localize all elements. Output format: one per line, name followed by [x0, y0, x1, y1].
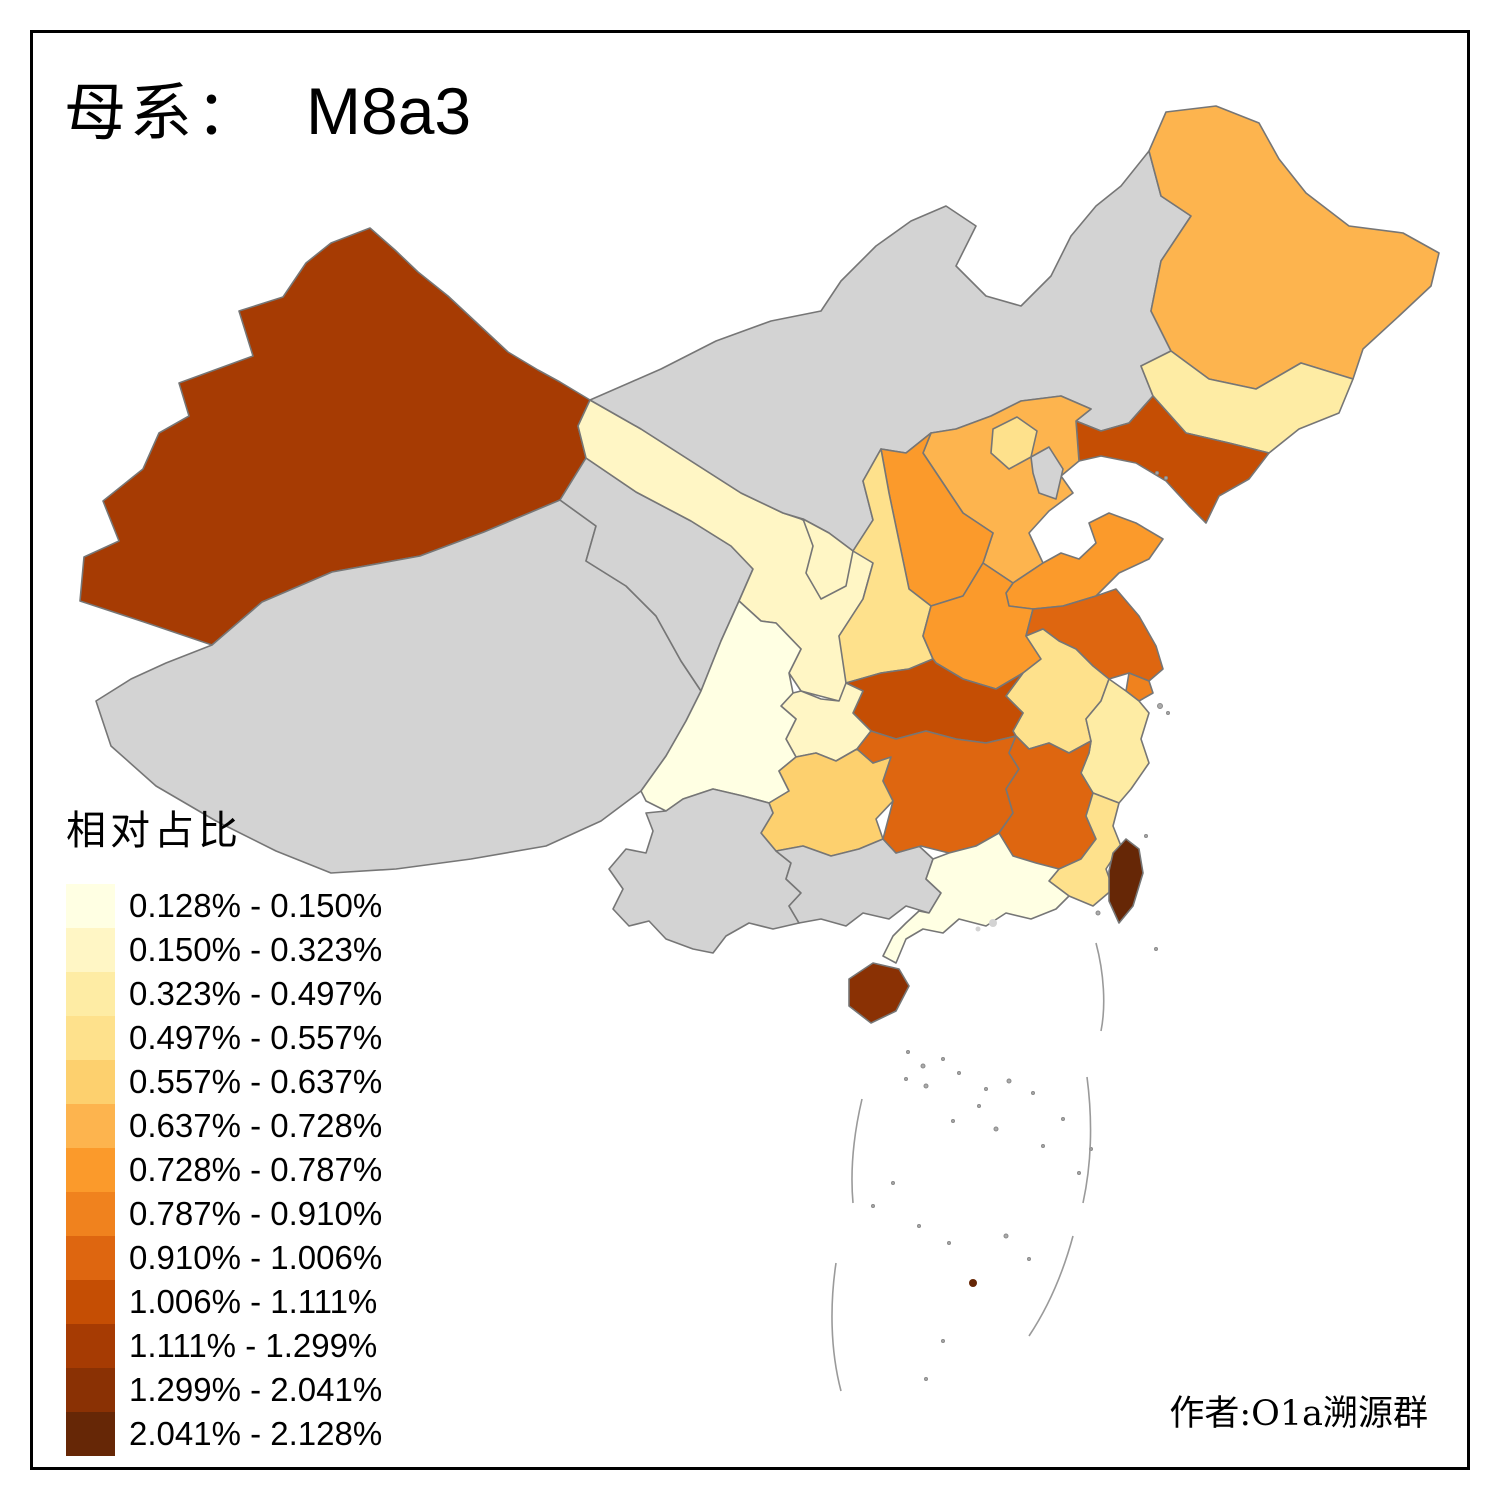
legend-row: 0.323% - 0.497%	[66, 972, 382, 1016]
legend-swatch	[66, 1016, 115, 1060]
legend-row: 0.128% - 0.150%	[66, 884, 382, 928]
province-heilongjiang	[1148, 105, 1440, 390]
province-fujian	[1048, 792, 1122, 907]
province-macau	[975, 926, 981, 932]
province-nanhai-islands	[969, 1279, 977, 1287]
legend-swatch	[66, 928, 115, 972]
province-guangdong	[882, 832, 1070, 964]
title-chinese: 母系：	[64, 76, 263, 149]
legend: 相对占比 0.128% - 0.150% 0.150% - 0.323% 0.3…	[66, 798, 382, 1456]
legend-row: 1.111% - 1.299%	[66, 1324, 382, 1368]
legend-label: 0.128% - 0.150%	[129, 887, 383, 924]
legend-swatch	[66, 1192, 115, 1236]
province-tianjin	[1030, 446, 1064, 500]
legend-swatch	[66, 1412, 115, 1456]
legend-label: 1.111% - 1.299%	[129, 1327, 378, 1364]
legend-row: 2.041% - 2.128%	[66, 1412, 382, 1456]
legend-row: 0.910% - 1.006%	[66, 1236, 382, 1280]
province-taiwan	[1108, 838, 1144, 924]
province-jiangxi	[998, 735, 1097, 870]
legend-row: 0.637% - 0.728%	[66, 1104, 382, 1148]
page-title: 母系： M8a3	[64, 62, 471, 152]
province-shanghai	[1125, 672, 1154, 702]
title-haplogroup: M8a3	[306, 74, 472, 148]
legend-swatch	[66, 1236, 115, 1280]
legend-swatch	[66, 1148, 115, 1192]
legend-swatch	[66, 884, 115, 928]
legend-row: 0.557% - 0.637%	[66, 1060, 382, 1104]
legend-label: 1.006% - 1.111%	[129, 1283, 378, 1320]
province-ningxia	[802, 518, 854, 600]
legend-label: 0.497% - 0.557%	[129, 1019, 383, 1056]
sea-boundary-lines	[831, 942, 1105, 1392]
legend-rows: 0.128% - 0.150% 0.150% - 0.323% 0.323% -…	[66, 884, 382, 1456]
legend-row: 0.497% - 0.557%	[66, 1016, 382, 1060]
legend-swatch	[66, 1104, 115, 1148]
legend-swatch	[66, 1060, 115, 1104]
legend-row: 0.787% - 0.910%	[66, 1192, 382, 1236]
province-hongkong	[989, 919, 997, 927]
province-guangxi	[775, 838, 942, 927]
legend-label: 0.637% - 0.728%	[129, 1107, 383, 1144]
legend-swatch	[66, 1368, 115, 1412]
legend-row: 1.006% - 1.111%	[66, 1280, 382, 1324]
plot-frame	[30, 30, 1470, 1470]
author-credit: 作者:O1a溯源群	[1169, 1394, 1428, 1434]
legend-label: 0.787% - 0.910%	[129, 1195, 383, 1232]
legend-label: 0.150% - 0.323%	[129, 931, 383, 968]
legend-swatch	[66, 1324, 115, 1368]
province-yunnan	[608, 788, 802, 954]
legend-row: 0.150% - 0.323%	[66, 928, 382, 972]
legend-label: 1.299% - 2.041%	[129, 1371, 383, 1408]
legend-row: 1.299% - 2.041%	[66, 1368, 382, 1412]
legend-label: 2.041% - 2.128%	[129, 1415, 383, 1452]
legend-row: 0.728% - 0.787%	[66, 1148, 382, 1192]
legend-swatch	[66, 1280, 115, 1324]
legend-swatch	[66, 972, 115, 1016]
island-specks	[871, 471, 1170, 1381]
legend-label: 0.910% - 1.006%	[129, 1239, 383, 1276]
legend-title: 相对占比	[66, 808, 242, 854]
province-hainan	[848, 962, 910, 1024]
legend-label: 0.728% - 0.787%	[129, 1151, 383, 1188]
legend-label: 0.323% - 0.497%	[129, 975, 383, 1012]
legend-label: 0.557% - 0.637%	[129, 1063, 383, 1100]
